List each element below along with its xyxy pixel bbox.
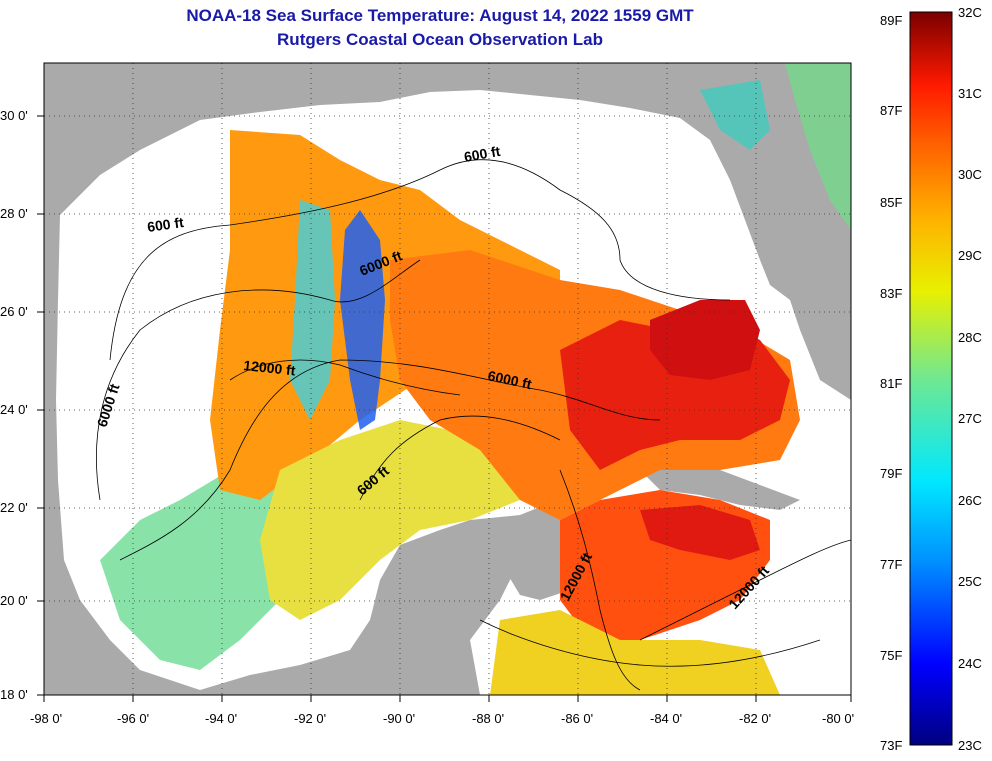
lon-tick: -80 0' [822,711,855,726]
colorbar-c-label: 26C [958,493,982,508]
colorbar-f-label: 81F [880,376,903,391]
lat-tick: 20 0' [0,593,28,608]
sst-yellow-band [260,420,520,620]
colorbar-c-label: 29C [958,248,982,263]
sst-florida-coast [700,80,770,150]
lon-tick: -88 0' [472,711,505,726]
colorbar-f-label: 85F [880,195,903,210]
lon-tick: -98 0' [30,711,63,726]
lon-tick: -94 0' [205,711,238,726]
cuba [640,460,800,510]
sst-west-shelf [100,470,300,670]
contour-label-12000ft-west: 12000 ft [243,357,297,378]
sst-cyan-streak [290,200,335,420]
lat-tick: 26 0' [0,304,28,319]
grid [44,63,851,695]
lat-tick: 22 0' [0,500,28,515]
sst-east-red [650,300,760,380]
sst-cool-streak [340,210,385,430]
sst-south-yellow [490,610,780,695]
colorbar-f-label: 77F [880,557,903,572]
lon-tick: -90 0' [383,711,416,726]
sst-north-clouds [440,130,670,270]
axis-ticks [37,115,852,702]
map-frame [43,62,852,696]
atlantic [785,63,851,230]
colorbar-c-label: 32C [958,5,982,20]
colorbar-c-label: 28C [958,330,982,345]
sst-west-clouds [60,150,225,560]
colorbar-f-label: 87F [880,103,903,118]
lat-tick: 24 0' [0,402,28,417]
lat-tick: 28 0' [0,206,28,221]
colorbar-c-label: 23C [958,738,982,753]
colorbar-f-label: 89F [880,13,903,28]
colorbar-c-label: 24C [958,656,982,671]
colorbar-f-label: 75F [880,648,903,663]
lon-tick: -84 0' [650,711,683,726]
colorbar-f-label: 73F [880,738,903,753]
sst-caribbean-red [640,505,760,560]
map-title: NOAA-18 Sea Surface Temperature: August … [186,6,694,25]
lon-tick: -82 0' [739,711,772,726]
contour-label-600ft-north: 600 ft [463,143,502,165]
lat-tick: 18 0' [0,687,28,702]
depth-contours [96,159,851,691]
contour-label-600ft-west: 600 ft [146,214,185,235]
colorbar-c-label: 31C [958,86,982,101]
colorbar-f-label: 79F [880,466,903,481]
colorbar-c-label: 30C [958,167,982,182]
colorbar-c-label: 27C [958,411,982,426]
map-subtitle: Rutgers Coastal Ocean Observation Lab [277,30,603,49]
lon-tick: -96 0' [117,711,150,726]
lat-tick: 30 0' [0,108,28,123]
sst-west-orange [210,130,560,500]
colorbar-f-label: 83F [880,286,903,301]
lon-tick: -86 0' [561,711,594,726]
colorbar [909,11,953,746]
colorbar-c-label: 25C [958,574,982,589]
lon-tick: -92 0' [294,711,327,726]
